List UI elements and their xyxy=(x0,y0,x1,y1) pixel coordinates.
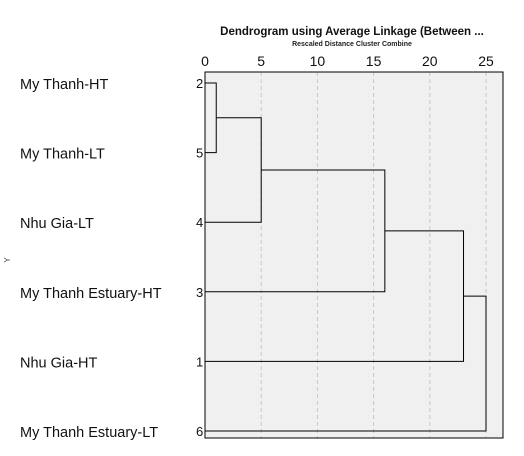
x-tick-label: 5 xyxy=(257,53,265,69)
case-label: My Thanh Estuary-LT xyxy=(20,425,158,441)
x-tick-label: 20 xyxy=(422,53,438,69)
case-labels: My Thanh-HT 2 My Thanh-LT 5 Nhu Gia-LT 4 My Th… xyxy=(20,76,203,441)
chart-title: Dendrogram using Average Linkage (Betwee… xyxy=(220,26,484,38)
case-number: 4 xyxy=(196,215,203,230)
case-number: 1 xyxy=(196,354,203,369)
case-label: Nhu Gia-LT xyxy=(20,216,94,232)
case-number: 5 xyxy=(196,146,203,161)
plot-border xyxy=(204,71,504,439)
x-tick-label: 25 xyxy=(478,53,494,69)
x-tick-label: 15 xyxy=(366,53,382,69)
x-tick-label: 10 xyxy=(310,53,326,69)
y-axis-label: Y xyxy=(3,257,12,263)
chart-subtitle: Rescaled Distance Cluster Combine xyxy=(292,41,412,48)
x-axis-ticks: 0 5 10 15 20 25 xyxy=(201,53,494,69)
plot-area xyxy=(205,72,503,438)
dendrogram-link xyxy=(205,295,487,432)
case-label: My Thanh-HT xyxy=(20,77,109,93)
case-label: My Thanh Estuary-HT xyxy=(20,286,162,302)
dendrogram-links xyxy=(205,82,487,432)
case-number: 6 xyxy=(196,424,203,439)
case-label: My Thanh-LT xyxy=(20,147,105,163)
case-number: 3 xyxy=(196,285,203,300)
case-number: 2 xyxy=(196,76,203,91)
x-tick-label: 0 xyxy=(201,53,209,69)
case-label: Nhu Gia-HT xyxy=(20,355,97,371)
